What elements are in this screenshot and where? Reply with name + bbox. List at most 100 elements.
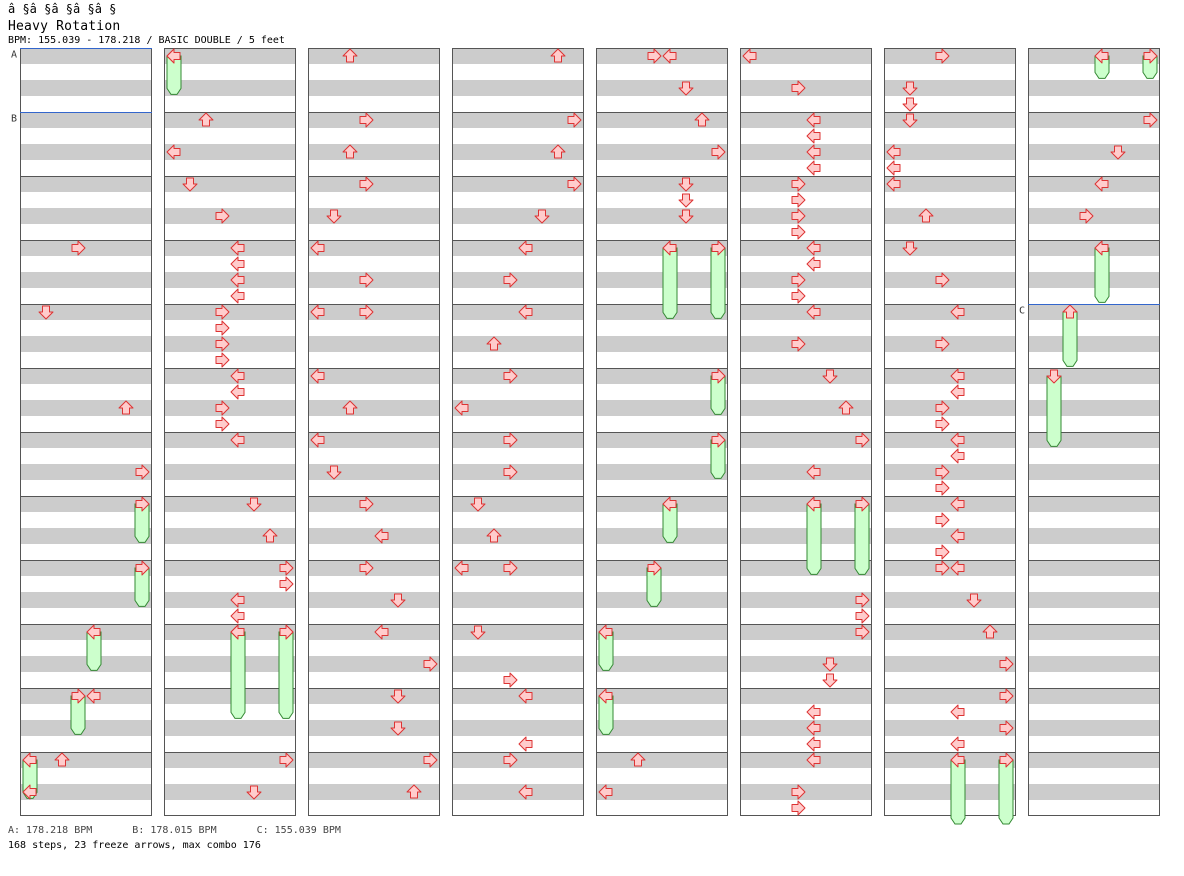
beat-band [1028,752,1160,768]
left-arrow-note [1094,48,1109,64]
beat-band [884,688,1016,704]
left-arrow-note [454,400,469,416]
beat-band [308,400,440,416]
left-arrow-note [598,784,613,800]
beat-band [596,240,728,256]
right-arrow-note [423,752,438,768]
down-arrow-note [390,689,406,704]
beat-band [884,752,1016,768]
beat-band [596,496,728,512]
right-arrow-note [503,672,518,688]
beat-band [20,528,152,544]
down-arrow-note [678,193,694,208]
beat-band [452,240,584,256]
right-arrow-note [855,432,870,448]
beat-band [884,496,1016,512]
right-arrow-note [791,192,806,208]
beat-band [884,112,1016,128]
beat-band [164,400,296,416]
beat-band [308,304,440,320]
beat-band [164,688,296,704]
beat-band [596,624,728,640]
right-arrow-note [279,624,294,640]
beat-band [884,624,1016,640]
right-arrow-note [935,560,950,576]
right-arrow-note [423,656,438,672]
beat-band [884,528,1016,544]
up-arrow-note [550,144,566,159]
beat-band [740,176,872,192]
beat-band [308,624,440,640]
beat-band [1028,624,1160,640]
right-arrow-note [1143,48,1158,64]
beat-band [20,496,152,512]
left-arrow-note [806,496,821,512]
freeze-arrow [1046,375,1062,447]
right-arrow-note [503,752,518,768]
left-arrow-note [86,624,101,640]
beat-band [596,560,728,576]
right-arrow-note [791,80,806,96]
left-arrow-note [310,368,325,384]
beat-band [740,624,872,640]
beat-band [1028,336,1160,352]
left-arrow-note [230,288,245,304]
up-arrow-note [838,400,854,415]
right-arrow-note [999,688,1014,704]
right-arrow-note [215,352,230,368]
down-arrow-note [534,209,550,224]
bpm-change-label: A [11,50,17,61]
bpm-change-label: C [1019,306,1025,317]
beat-band [164,208,296,224]
beat-band [308,784,440,800]
beat-band [884,336,1016,352]
beat-band [740,208,872,224]
beat-band [740,304,872,320]
beat-band [1028,176,1160,192]
down-arrow-note [678,81,694,96]
artist-name: â §â §â §â §â § [8,2,117,16]
down-arrow-note [902,81,918,96]
bpm-legend-c: C: 155.039 BPM [256,825,341,836]
beat-band [308,560,440,576]
beat-band [20,720,152,736]
right-arrow-note [791,288,806,304]
right-arrow-note [935,48,950,64]
freeze-arrow [278,631,294,719]
beat-band [452,528,584,544]
beat-band [20,48,152,64]
up-arrow-note [486,528,502,543]
bpm-legend-a: A: 178.218 BPM [8,825,93,836]
left-arrow-note [166,144,181,160]
left-arrow-note [950,368,965,384]
left-arrow-note [230,368,245,384]
up-arrow-note [118,400,134,415]
right-arrow-note [791,784,806,800]
left-arrow-note [598,688,613,704]
right-arrow-note [503,464,518,480]
right-arrow-note [215,208,230,224]
left-arrow-note [806,112,821,128]
beat-band [740,688,872,704]
beat-band [20,784,152,800]
beat-band [20,688,152,704]
beat-band [884,720,1016,736]
left-arrow-note [950,448,965,464]
beat-band [1028,144,1160,160]
down-arrow-note [38,305,54,320]
beat-band [596,464,728,480]
freeze-arrow [1062,311,1078,367]
column-border [884,48,1016,816]
beat-band [884,432,1016,448]
column-border [164,48,296,816]
beat-band [740,752,872,768]
beat-band [596,720,728,736]
left-arrow-note [518,304,533,320]
right-arrow-note [215,320,230,336]
beat-band [596,432,728,448]
bpm-legend-b: B: 178.015 BPM [132,825,217,836]
beat-band [884,48,1016,64]
beat-band [452,208,584,224]
beat-band [164,624,296,640]
up-arrow-note [918,208,934,223]
